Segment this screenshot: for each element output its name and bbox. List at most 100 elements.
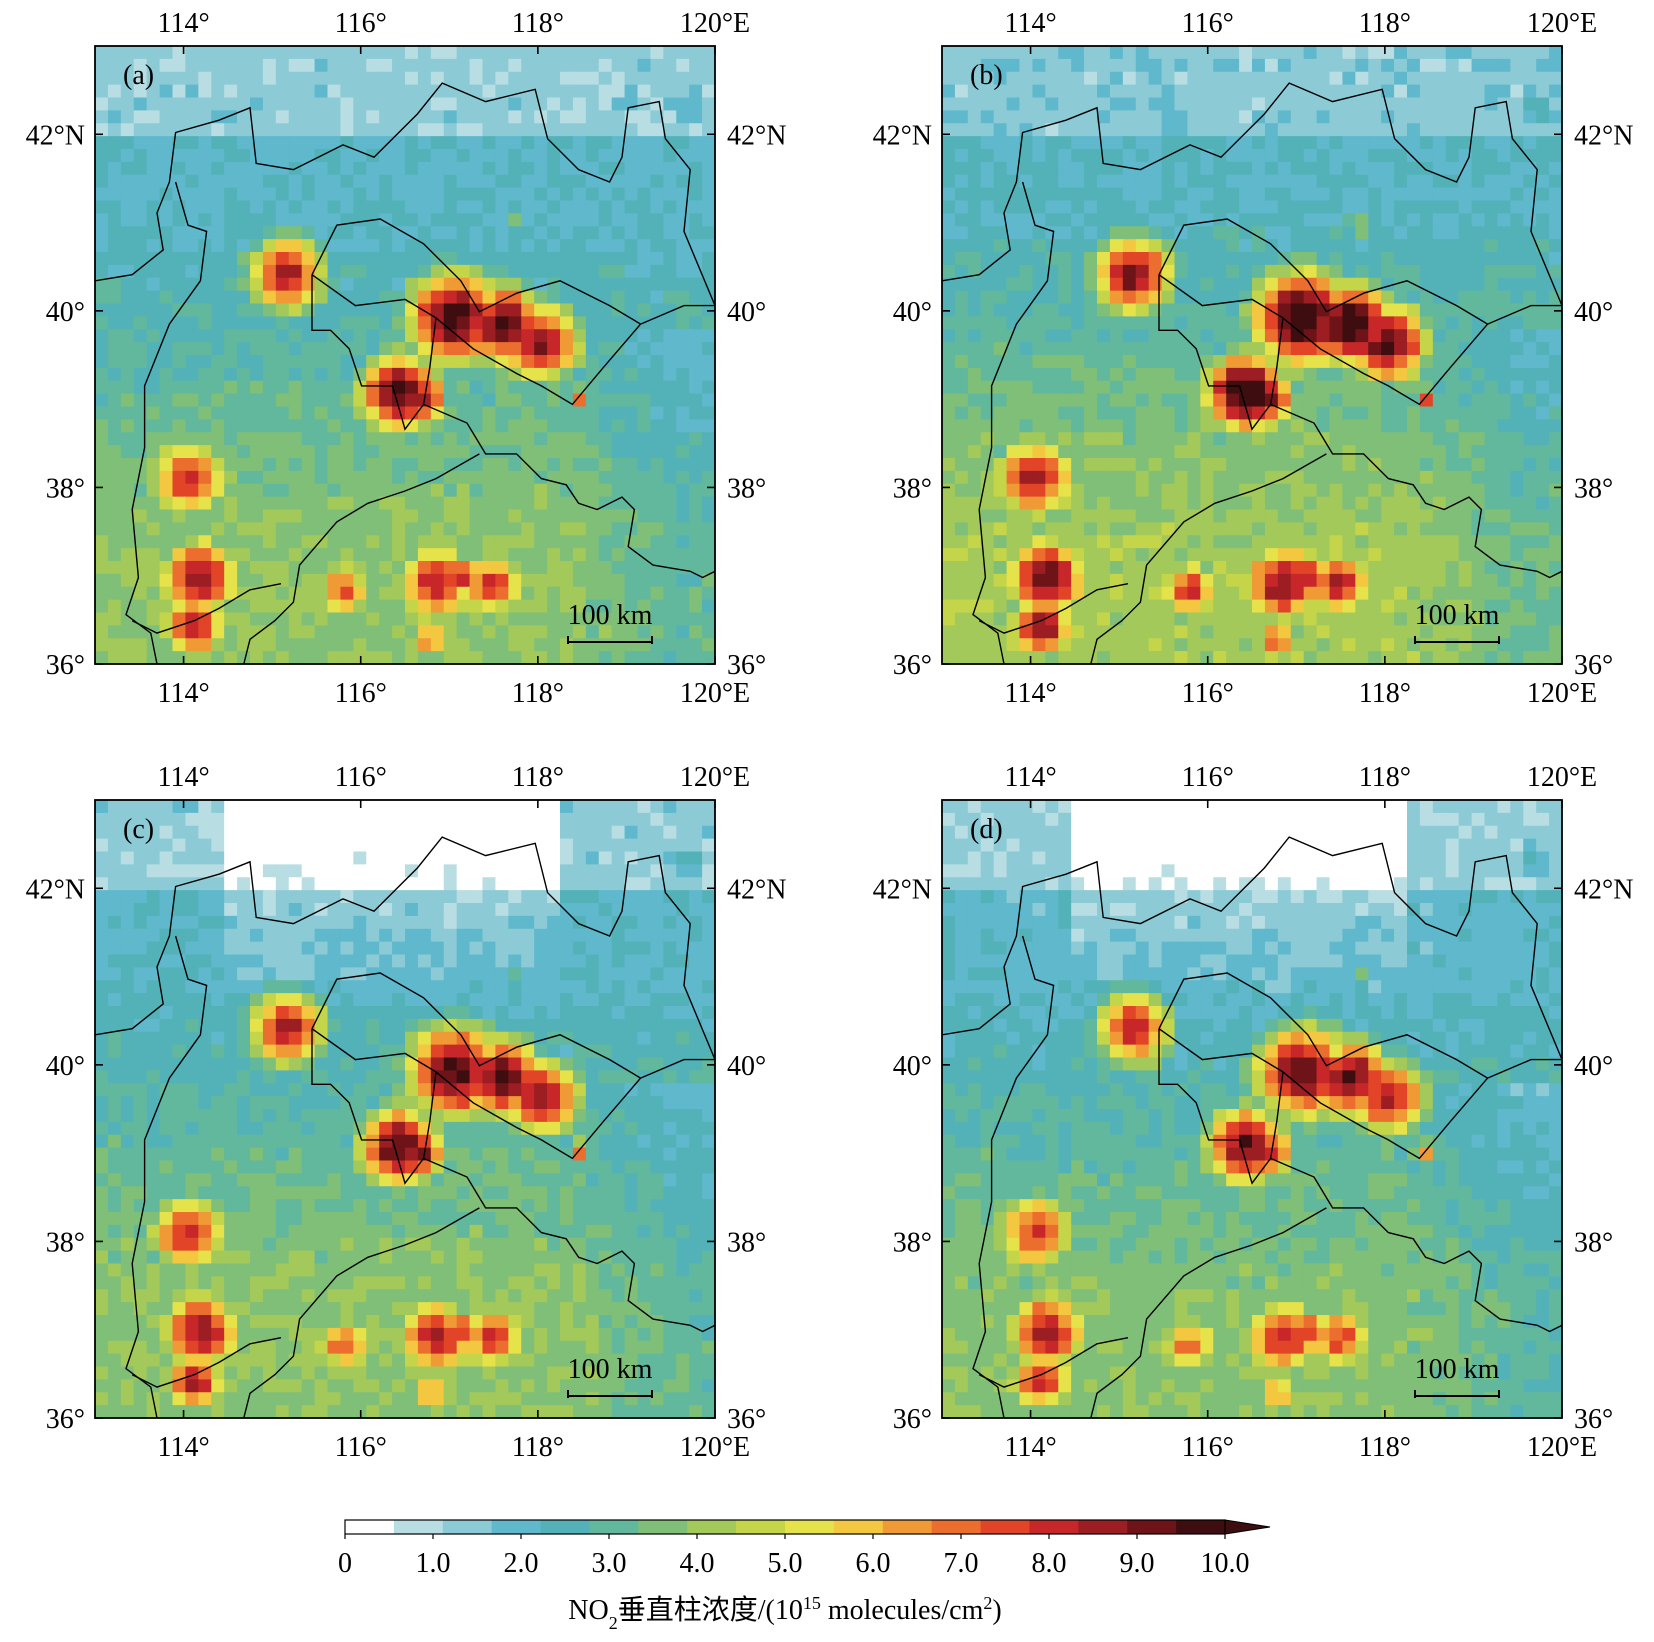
lat-tick-label-right: 38° [1574,1227,1613,1258]
colorbar-segment [736,1520,785,1534]
lat-tick-label-left: 36° [46,650,85,681]
lon-tick-label-bottom: 120°E [1527,678,1597,709]
lat-tick-label-right: 40° [727,297,766,328]
lon-tick-label-bottom: 120°E [680,678,750,709]
colorbar-title: NO2垂直柱浓度/(1015 molecules/cm2) [568,1593,1001,1633]
no2-heatmap [942,800,1563,1419]
lat-tick-label-left: 40° [893,1051,932,1082]
colorbar-segment [1078,1520,1127,1534]
colorbar-tick-label: 8.0 [1032,1548,1067,1579]
map-panel: (b)114°114°116°116°118°118°120°E120°E36°… [873,8,1634,709]
lon-tick-label-top: 120°E [1527,8,1597,39]
scale-bar-label: 100 km [1415,600,1500,631]
lon-tick-label-bottom: 118° [512,678,564,709]
lat-tick-label-left: 38° [893,473,932,504]
lat-tick-label-right: 36° [1574,650,1613,681]
lat-tick-label-left: 38° [46,473,85,504]
panel-label: (d) [970,814,1003,845]
colorbar-segment [1029,1520,1078,1534]
colorbar-segment [589,1520,638,1534]
lat-tick-label-right: 42°N [727,874,786,905]
colorbar-tick-label: 0 [338,1548,352,1579]
lon-tick-label-top: 120°E [1527,762,1597,793]
lon-tick-label-top: 120°E [680,762,750,793]
colorbar-tick-label: 3.0 [592,1548,627,1579]
lon-tick-label-bottom: 116° [1182,678,1234,709]
lat-tick-label-right: 42°N [727,120,786,151]
colorbar-tick-label: 9.0 [1120,1548,1155,1579]
colorbar-segment [687,1520,736,1534]
map-panel: (d)114°114°116°116°118°118°120°E120°E36°… [873,762,1634,1463]
lon-tick-label-bottom: 120°E [1527,1432,1597,1463]
lat-tick-label-left: 42°N [26,120,85,151]
colorbar-tick-label: 2.0 [504,1548,539,1579]
lon-tick-label-bottom: 114° [1004,1432,1056,1463]
scale-bar-label: 100 km [568,1354,653,1385]
lat-tick-label-left: 40° [46,1051,85,1082]
colorbar-extend-arrow [1225,1520,1270,1534]
lon-tick-label-bottom: 118° [1359,678,1411,709]
lon-tick-label-bottom: 118° [1359,1432,1411,1463]
colorbar-segment [1127,1520,1176,1534]
colorbar-tick-label: 10.0 [1201,1548,1250,1579]
colorbar-segment [394,1520,443,1534]
scale-bar-label: 100 km [1415,1354,1500,1385]
lon-tick-label-bottom: 116° [1182,1432,1234,1463]
colorbar-tick-label: 7.0 [944,1548,979,1579]
lon-tick-label-top: 114° [1004,8,1056,39]
lat-tick-label-right: 40° [1574,297,1613,328]
lon-tick-label-bottom: 116° [335,1432,387,1463]
colorbar-segment [932,1520,981,1534]
lat-tick-label-right: 40° [727,1051,766,1082]
lon-tick-label-bottom: 116° [335,678,387,709]
colorbar-segment [981,1520,1030,1534]
colorbar-tick-label: 5.0 [768,1548,803,1579]
lon-tick-label-top: 116° [1182,8,1234,39]
lon-tick-label-top: 116° [335,762,387,793]
colorbar-segment [345,1520,394,1534]
lon-tick-label-bottom: 114° [157,1432,209,1463]
no2-heatmap [95,800,716,1419]
lon-tick-label-top: 116° [335,8,387,39]
map-panel: (c)114°114°116°116°118°118°120°E120°E36°… [26,762,787,1463]
lat-tick-label-right: 42°N [1574,874,1633,905]
lat-tick-label-left: 36° [46,1404,85,1435]
lat-tick-label-left: 42°N [873,120,932,151]
lon-tick-label-top: 114° [157,8,209,39]
colorbar-tick-label: 1.0 [416,1548,451,1579]
lon-tick-label-top: 120°E [680,8,750,39]
colorbar-segment [492,1520,541,1534]
panel-label: (c) [123,814,154,845]
lat-tick-label-left: 42°N [26,874,85,905]
colorbar-segment [443,1520,492,1534]
colorbar-segment [785,1520,834,1534]
colorbar-segment [1176,1520,1225,1534]
lat-tick-label-right: 40° [1574,1051,1613,1082]
colorbar-segment [541,1520,590,1534]
lat-tick-label-left: 42°N [873,874,932,905]
panel-label: (a) [123,60,154,91]
no2-heatmap [95,46,716,665]
map-panel: (a)114°114°116°116°118°118°120°E120°E36°… [26,8,787,709]
lon-tick-label-top: 114° [1004,762,1056,793]
lat-tick-label-right: 42°N [1574,120,1633,151]
lat-tick-label-left: 38° [46,1227,85,1258]
lat-tick-label-right: 38° [727,1227,766,1258]
lat-tick-label-left: 36° [893,1404,932,1435]
panel-label: (b) [970,60,1003,91]
colorbar-tick-label: 6.0 [856,1548,891,1579]
lon-tick-label-top: 118° [1359,8,1411,39]
lat-tick-label-right: 38° [1574,473,1613,504]
colorbar-segment [883,1520,932,1534]
lon-tick-label-top: 118° [1359,762,1411,793]
lat-tick-label-left: 36° [893,650,932,681]
colorbar-segment [638,1520,687,1534]
lat-tick-label-right: 36° [727,650,766,681]
scale-bar-label: 100 km [568,600,653,631]
lat-tick-label-right: 36° [1574,1404,1613,1435]
lat-tick-label-left: 40° [46,297,85,328]
lat-tick-label-left: 38° [893,1227,932,1258]
lon-tick-label-bottom: 114° [1004,678,1056,709]
